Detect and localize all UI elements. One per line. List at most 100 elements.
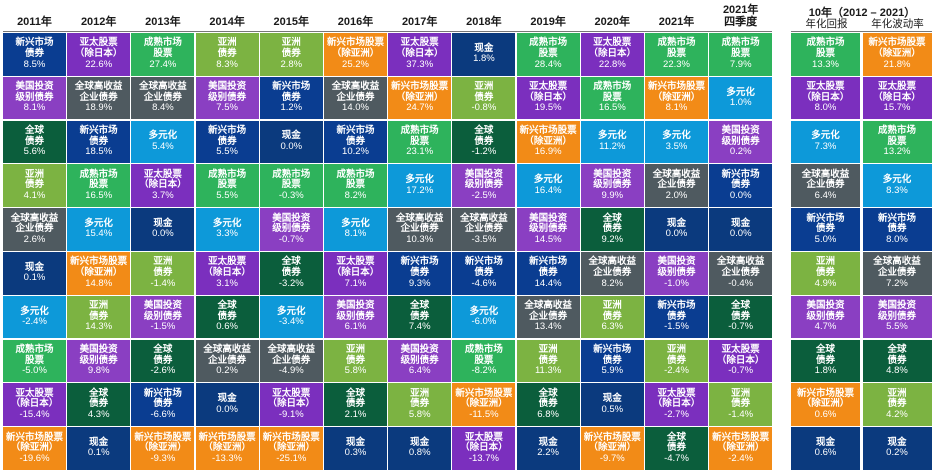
cell-return-value: 9.9% (601, 189, 624, 201)
cell-return-value: -1.5% (664, 321, 689, 333)
asset-cell: 多元化 -6.0% (452, 295, 516, 339)
cell-return-value: 22.3% (663, 58, 690, 70)
asset-cell: 亚太股票 （除日本） 3.7% (131, 164, 195, 207)
asset-cell: 新兴市场股票 （除亚洲） 25.2% (324, 33, 387, 76)
cell-return-value: 15.4% (85, 228, 113, 240)
asset-cell: 亚太股票 （除日本） 37.3% (388, 33, 452, 76)
cell-asset-label: 美国投资 级别债券 (79, 344, 118, 366)
asset-cell: 亚太股票 （除日本） -0.7% (709, 339, 773, 383)
cell-return-value: 14.0% (342, 102, 369, 114)
cell-asset-label: 成熟市场 股票 (593, 81, 632, 103)
summary-cell: 亚洲 债券 4.2% (862, 383, 932, 426)
cell-asset-label: 美国投资 级别债券 (593, 168, 632, 191)
cell-return-value: -11.5% (469, 408, 499, 420)
cell-return-value: -1.4% (150, 277, 176, 289)
cell-return-value: -1.2% (471, 146, 497, 158)
cell-asset-label: 全球高收益 企业债券 (801, 168, 850, 191)
cell-asset-label: 全球高收益 企业债券 (203, 344, 251, 366)
year-header: 2015年 (273, 16, 310, 28)
year-header: 2019年 (530, 16, 566, 28)
asset-cell: 亚太股票 （除日本） -9.1% (259, 383, 323, 426)
asset-cell: 全球高收益 企业债券 -4.9% (259, 339, 323, 383)
cell-return-value: 0.1% (87, 447, 110, 459)
year-header: 2011年 (17, 16, 52, 28)
cell-asset-label: 亚洲 债券 (538, 344, 558, 366)
cell-return-value: 2.2% (537, 447, 559, 459)
asset-cell: 亚太股票 （除日本） -2.7% (645, 383, 708, 426)
cell-return-value: 4.9% (814, 277, 837, 289)
asset-cell: 新兴市场 债券 18.5% (67, 120, 131, 164)
asset-cell: 全球 债券 -3.2% (259, 252, 323, 295)
cell-return-value: -13.7% (468, 452, 499, 464)
cell-return-value: 2.0% (665, 189, 688, 201)
cell-return-value: -9.7% (599, 452, 625, 464)
asset-cell: 新兴市场股票 （除亚洲） 14.8% (67, 252, 131, 295)
cell-return-value: 0.0% (729, 189, 752, 201)
cell-asset-label: 新兴市场 债券 (143, 387, 182, 410)
cell-return-value: 8.0% (814, 102, 837, 114)
asset-cell: 新兴市场股票 （除亚洲） -11.5% (452, 383, 516, 426)
cell-asset-label: 全球高收益 企业债券 (74, 81, 123, 103)
cell-asset-label: 亚洲 债券 (153, 256, 173, 278)
cell-return-value: 6.1% (344, 321, 367, 333)
cell-asset-label: 亚太股票 （除日本） (716, 344, 765, 366)
cell-asset-label: 成熟市场 股票 (79, 168, 118, 191)
cell-asset-label: 现金 (345, 436, 365, 448)
cell-return-value: 8.3% (216, 58, 238, 70)
cell-asset-label: 亚太股票 （除日本） (652, 387, 701, 410)
asset-cell: 现金 0.1% (67, 427, 131, 470)
cell-return-value: 18.5% (85, 146, 113, 158)
cell-return-value: 7.1% (344, 277, 367, 289)
cell-asset-label: 成熟市场 股票 (877, 125, 916, 147)
cell-return-value: 9.2% (601, 233, 624, 245)
asset-cell: 全球 债券 6.8% (516, 383, 580, 426)
asset-cell: 现金 0.0% (709, 208, 773, 251)
summary-divider (791, 31, 932, 32)
cell-return-value: 13.2% (883, 146, 911, 158)
asset-cell: 全球 债券 5.6% (3, 120, 66, 164)
cell-return-value: -0.8% (471, 102, 497, 114)
cell-return-value: 5.8% (344, 365, 367, 377)
year-header: 2016年 (337, 16, 374, 28)
asset-cell: 新兴市场 债券 9.3% (388, 252, 452, 295)
cell-asset-label: 多元化 (811, 130, 840, 142)
asset-cell: 美国投资 级别债券 0.2% (709, 120, 773, 164)
cell-return-value: -2.6% (150, 365, 176, 377)
cell-return-value: 0.0% (665, 228, 688, 240)
cell-return-value: 0.2% (886, 447, 908, 459)
cell-asset-label: 亚洲 债券 (217, 37, 237, 59)
cell-asset-label: 多元化 (882, 174, 912, 186)
cell-return-value: 0.0% (216, 403, 238, 415)
cell-asset-label: 新兴市场股票 （除亚洲） (583, 431, 641, 454)
cell-return-value: 0.0% (729, 228, 752, 240)
cell-asset-label: 新兴市场 债券 (208, 125, 247, 147)
cell-asset-label: 新兴市场 债券 (336, 125, 375, 147)
asset-cell: 亚洲 债券 5.8% (324, 339, 387, 383)
cell-asset-label: 美国投资 级别债券 (657, 256, 696, 278)
cell-return-value: 8.4% (152, 102, 174, 114)
summary-cell: 全球高收益 企业债券 7.2% (862, 252, 932, 295)
cell-return-value: 18.9% (85, 102, 113, 114)
asset-cell: 新兴市场 债券 14.4% (516, 252, 580, 295)
cell-return-value: -0.4% (728, 277, 754, 289)
cell-asset-label: 全球高收益 企业债券 (588, 256, 637, 278)
cell-return-value: 6.4% (408, 365, 431, 377)
cell-asset-label: 亚洲 债券 (89, 300, 109, 322)
cell-asset-label: 现金 (217, 393, 237, 405)
cell-asset-label: 成熟市场 股票 (400, 125, 439, 147)
cell-asset-label: 新兴市场 债券 (79, 125, 118, 147)
cell-return-value: 8.2% (344, 189, 367, 201)
asset-cell: 新兴市场 债券 5.9% (580, 339, 644, 383)
cell-return-value: -3.2% (278, 277, 304, 289)
cell-return-value: 0.0% (152, 228, 174, 240)
asset-cell: 亚太股票 （除日本） -15.4% (3, 383, 66, 426)
cell-return-value: 2.8% (280, 58, 303, 70)
cell-asset-label: 亚太股票 （除日本） (203, 256, 251, 278)
cell-asset-label: 多元化 (726, 86, 755, 98)
cell-asset-label: 亚洲 债券 (602, 300, 622, 322)
cell-return-value: 11.2% (599, 140, 626, 152)
cell-asset-label: 新兴市场股票 （除亚洲） (134, 431, 192, 454)
cell-asset-label: 亚太股票 （除日本） (460, 431, 508, 454)
cell-return-value: 13.4% (534, 321, 562, 333)
cell-return-value: -1.4% (728, 408, 754, 420)
